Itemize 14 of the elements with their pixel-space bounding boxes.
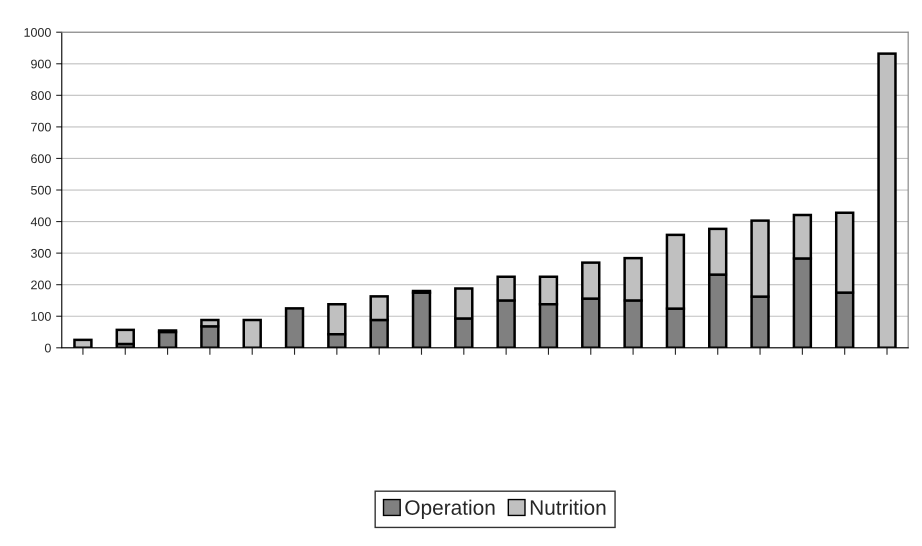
y-tick-label: 300 (30, 248, 51, 258)
y-tick-label: 0 (44, 344, 51, 352)
y-tick-label: 200 (31, 280, 51, 290)
y-tick-label: 100 (31, 312, 51, 321)
y-tick-label: 400 (30, 217, 51, 226)
y-tick-label: 500 (31, 186, 51, 195)
legend-label: Nutrition (530, 500, 606, 515)
y-tick-label: 900 (31, 60, 51, 68)
y-tick-label: 1000 (24, 28, 51, 37)
legend-label: Operation (405, 500, 494, 520)
y-tick-label: 800 (31, 91, 51, 100)
y-tick-label: 700 (31, 122, 51, 132)
bar (116, 328, 135, 346)
y-tick-label: 600 (31, 154, 51, 164)
